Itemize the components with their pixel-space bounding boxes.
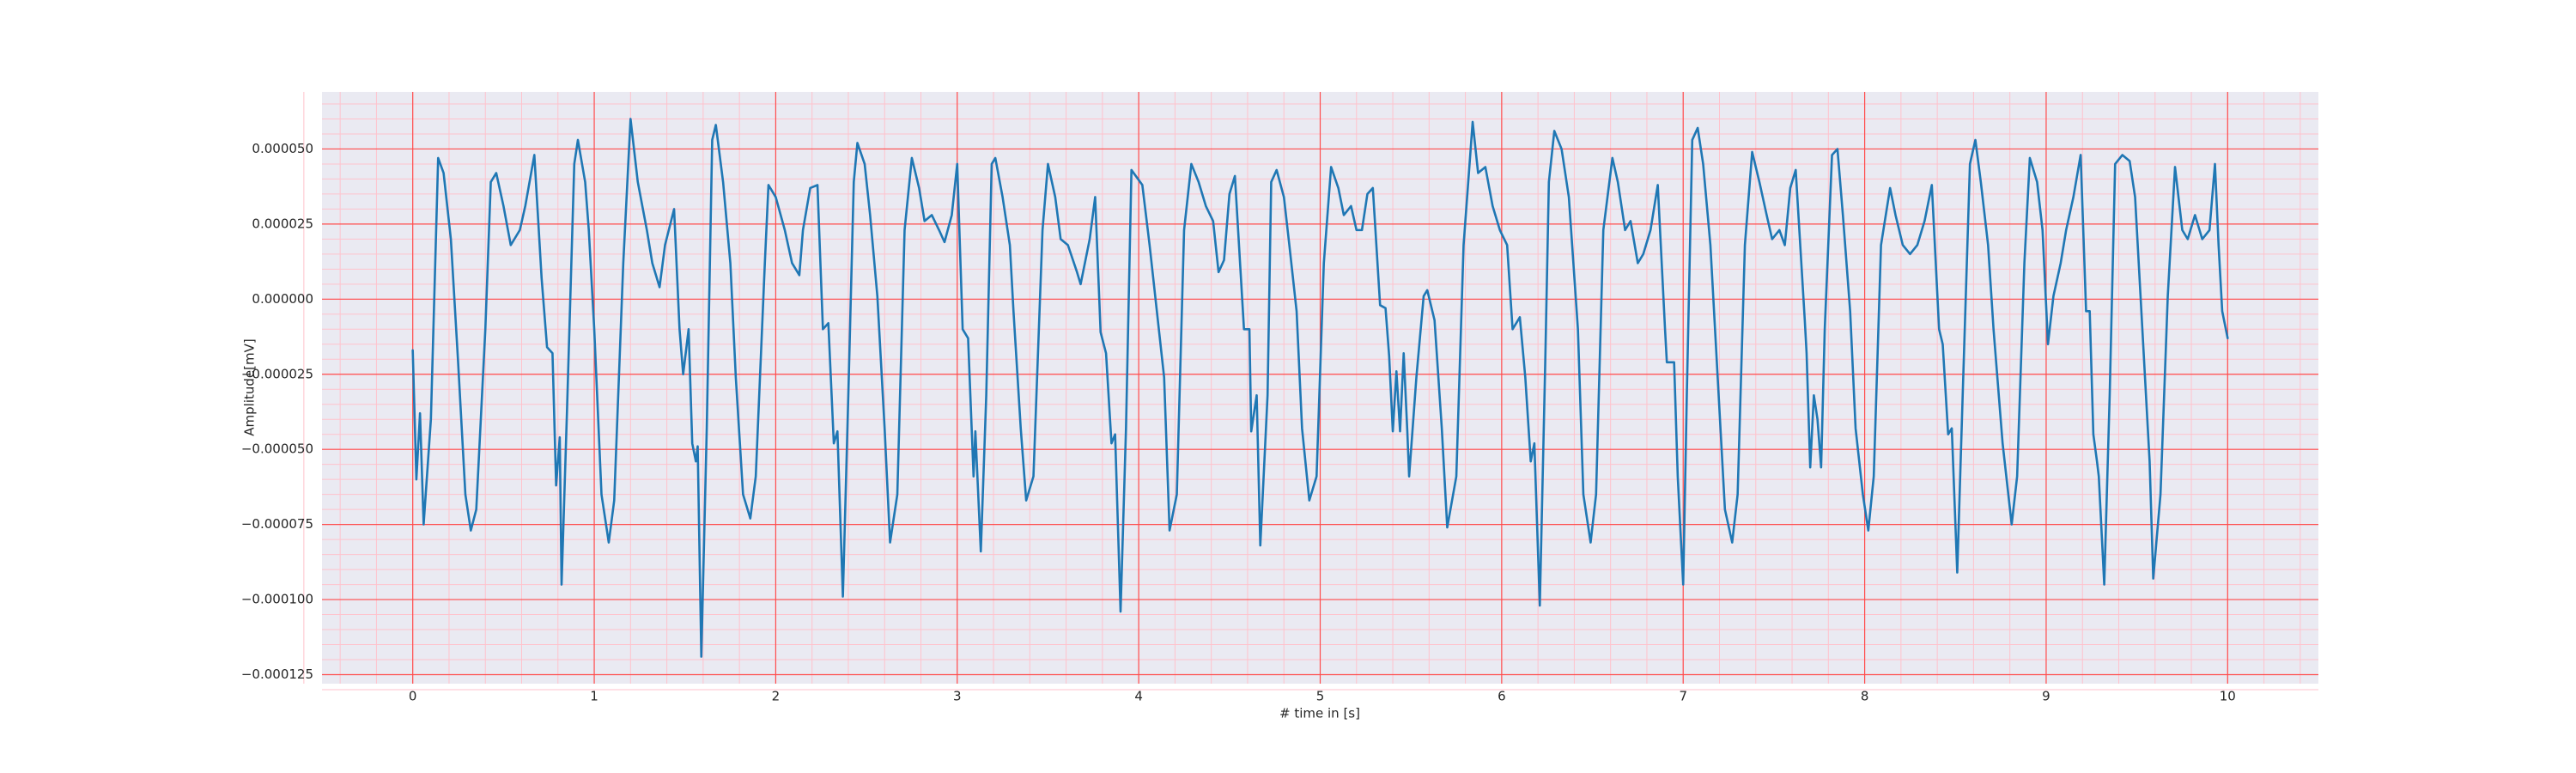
x-tick-label: 7 <box>1679 689 1687 704</box>
y-tick-label: 0.000025 <box>252 216 313 231</box>
x-tick-label: 5 <box>1316 689 1325 704</box>
x-tick-label: 0 <box>409 689 417 704</box>
x-tick-label: 3 <box>953 689 962 704</box>
y-tick-label: −0.000075 <box>241 516 313 532</box>
x-tick-label: 1 <box>590 689 598 704</box>
x-tick-label: 4 <box>1134 689 1143 704</box>
x-tick-label: 9 <box>2042 689 2050 704</box>
y-tick-label: 0.000000 <box>252 291 313 307</box>
signal-line <box>411 118 2229 658</box>
y-tick-label: −0.000050 <box>241 441 313 457</box>
x-axis-label: # time in [s] <box>1279 706 1360 721</box>
x-tick-label: 2 <box>772 689 781 704</box>
y-tick-label: −0.000125 <box>241 666 313 682</box>
y-axis-label: Amplitude[mV] <box>242 338 258 435</box>
x-tick-label: 6 <box>1498 689 1506 704</box>
x-tick-label: 8 <box>1861 689 1869 704</box>
y-tick-label: −0.000100 <box>241 592 313 607</box>
x-tick-label: 10 <box>2220 689 2236 704</box>
plot-area <box>411 118 2229 658</box>
y-tick-label: −0.000025 <box>241 366 313 381</box>
y-tick-label: 0.000050 <box>252 141 313 156</box>
